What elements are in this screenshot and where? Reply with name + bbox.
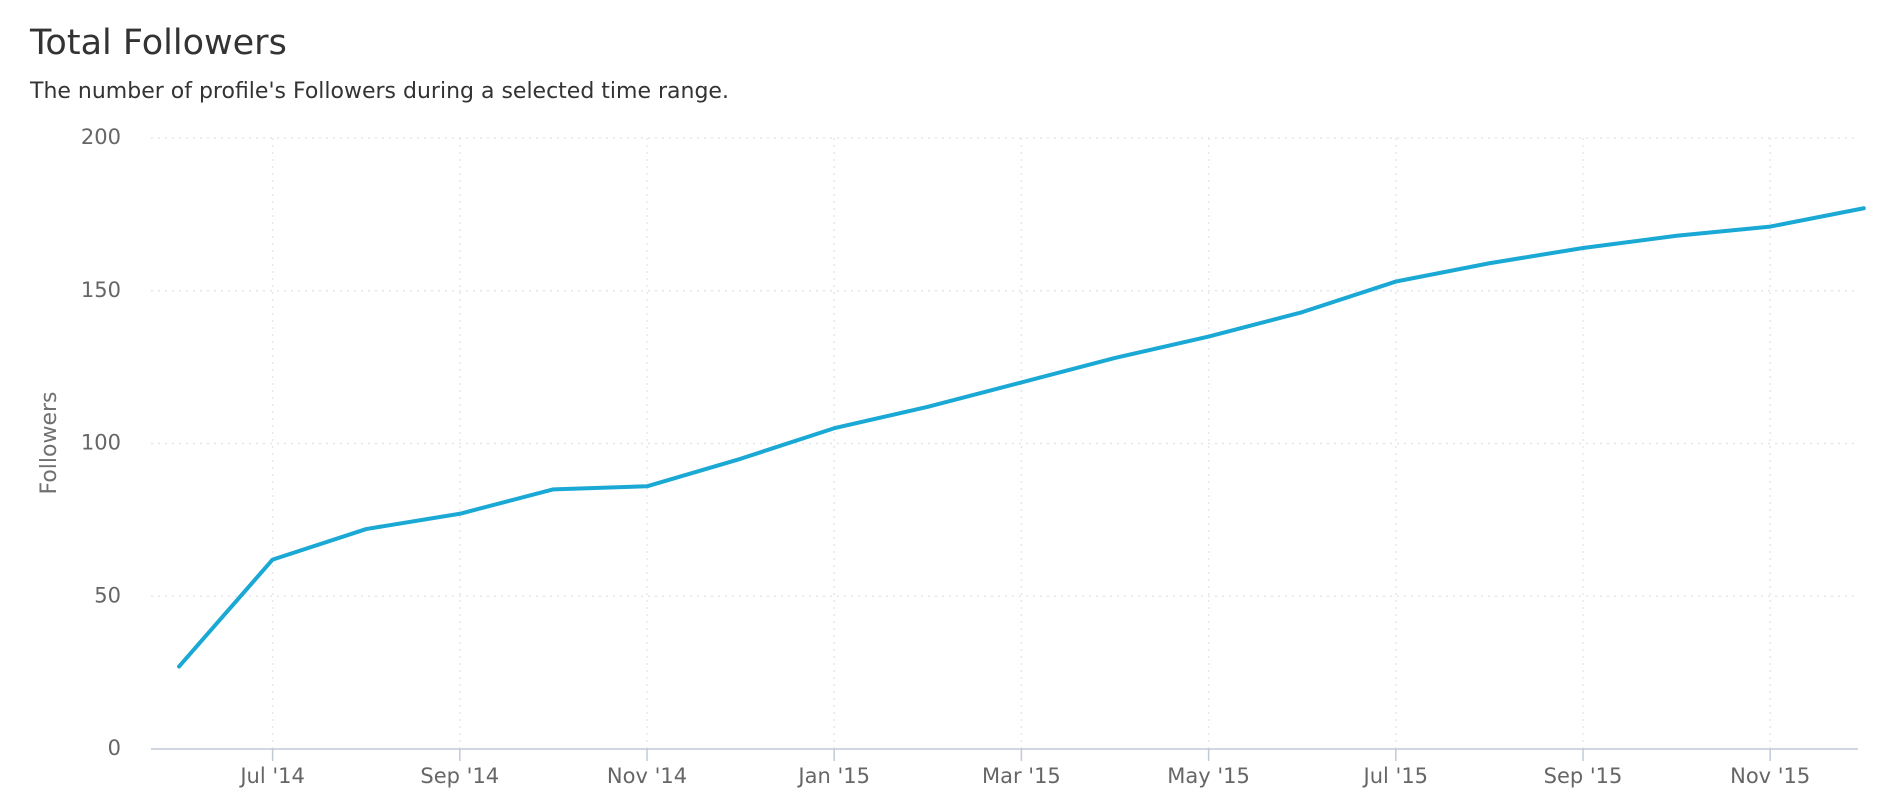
y-tick-label: 150 xyxy=(81,278,121,302)
y-tick-label: 50 xyxy=(94,583,121,607)
line-series xyxy=(177,206,1866,669)
y-tick-label: 100 xyxy=(81,431,121,455)
y-tick-label: 0 xyxy=(108,736,121,760)
x-tick-label: Nov '14 xyxy=(607,764,687,788)
x-tick-label: Jul '15 xyxy=(1362,764,1429,788)
y-axis-label: Followers xyxy=(37,391,62,494)
x-tick-label: Nov '15 xyxy=(1730,764,1810,788)
x-tick-label: Jan '15 xyxy=(796,764,870,788)
chart-subtitle: The number of profile's Followers during… xyxy=(29,79,729,104)
x-tick-label: May '15 xyxy=(1167,764,1250,788)
x-tick-label: Mar '15 xyxy=(982,764,1061,788)
x-tick-label: Sep '14 xyxy=(420,764,499,788)
x-tick-label: Jul '14 xyxy=(238,764,305,788)
y-tick-label: 200 xyxy=(81,125,121,149)
x-tick-label: Sep '15 xyxy=(1544,764,1623,788)
chart-title: Total Followers xyxy=(29,23,287,63)
